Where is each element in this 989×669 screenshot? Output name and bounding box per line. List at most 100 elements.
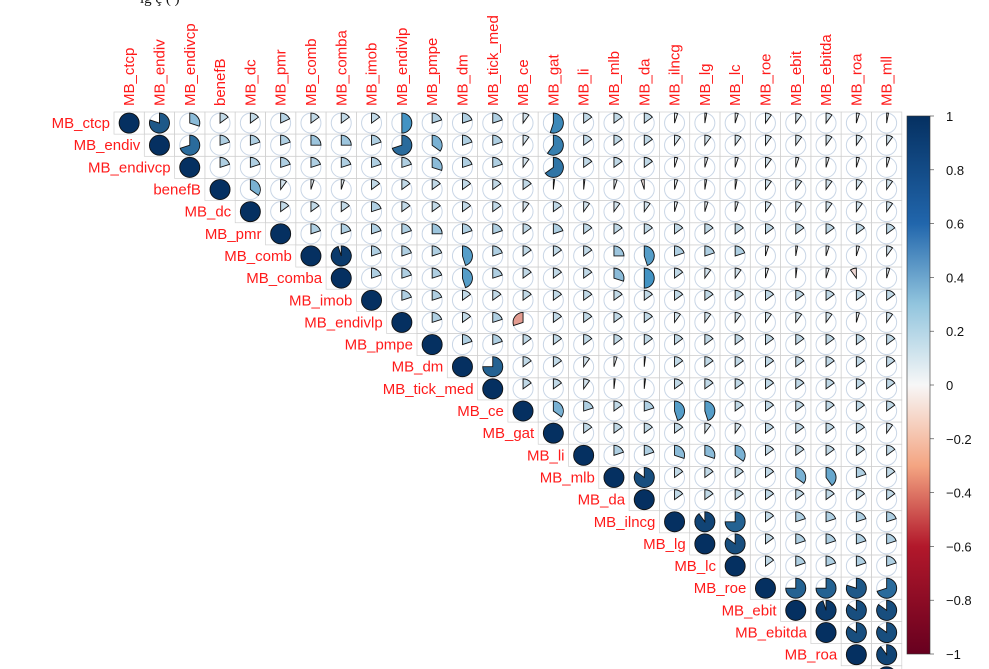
corr-pie-MB_endivcp-MB_comb <box>300 156 322 178</box>
corr-pie-MB_ebitda-MB_ebitda <box>815 622 837 644</box>
column-label: MB_tick_med <box>485 15 502 106</box>
corr-pie-MB_endiv-MB_endivcp <box>179 134 201 156</box>
corr-pie-MB_pmr-MB_pmpe <box>421 223 443 245</box>
corr-pie-MB_pmpe-MB_tick_med <box>482 334 504 356</box>
corr-pie-MB_tick_med-MB_da <box>633 378 655 400</box>
corr-pie-MB_mll-MB_mll <box>879 666 894 669</box>
corr-pie-MB_dc-MB_roa <box>845 201 867 223</box>
column-label: MB_dc <box>242 59 259 106</box>
corr-pie-MB_comba-MB_lc <box>724 267 746 289</box>
corr-pie-MB_endivcp-MB_lg <box>694 156 716 178</box>
column-label: MB_ebitda <box>818 34 835 106</box>
colorbar-tick-label: 1 <box>946 109 953 124</box>
corr-pie-MB_comba-MB_mlb <box>603 267 625 289</box>
corr-pie-MB_ebitda-MB_roa <box>845 622 867 644</box>
corr-pie-MB_li-MB_mll <box>876 444 898 466</box>
row-label: MB_roa <box>785 647 838 664</box>
row-label: MB_pmr <box>205 226 262 243</box>
corr-pie-MB_comb-MB_mlb <box>603 245 625 267</box>
corr-pie-MB_pmpe-MB_roa <box>845 334 867 356</box>
corr-pie-MB_ctcp-benefB <box>209 112 231 134</box>
corr-pie-MB_ce-MB_ebitda <box>815 400 837 422</box>
column-label: MB_comb <box>303 38 320 106</box>
corr-pie-MB_ctcp-MB_ce <box>512 112 534 134</box>
column-label: MB_ebit <box>788 50 805 106</box>
corr-pie-MB_roe-MB_roe <box>754 577 776 599</box>
corr-pie-MB_ce-MB_mll <box>876 400 898 422</box>
corr-pie-MB_dc-MB_gat <box>542 201 564 223</box>
corr-pie-MB_ctcp-MB_roa <box>845 112 867 134</box>
column-label: MB_dm <box>454 54 471 106</box>
corr-pie-MB_endivlp-MB_roe <box>754 311 776 333</box>
column-label: MB_ilncg <box>667 44 684 106</box>
corr-pie-MB_pmpe-MB_lc <box>724 334 746 356</box>
corr-pie-MB_ctcp-MB_imob <box>361 112 383 134</box>
corr-pie-MB_endiv-MB_lc <box>724 134 746 156</box>
corr-pie-MB_pmr-MB_lc <box>724 223 746 245</box>
corr-pie-MB_gat-MB_ilncg <box>664 422 686 444</box>
corr-pie-MB_endiv-MB_imob <box>361 134 383 156</box>
corr-pie-MB_comb-MB_ebitda <box>815 245 837 267</box>
colorbar-tick-label: 0.6 <box>946 217 964 232</box>
corr-pie-MB_pmr-MB_comba <box>330 223 352 245</box>
corr-pie-MB_da-MB_ilncg <box>664 489 686 511</box>
corr-pie-MB_dc-MB_dc <box>239 201 261 223</box>
corr-pie-MB_ce-MB_roa <box>845 400 867 422</box>
corr-pie-MB_endiv-MB_mll <box>876 134 898 156</box>
row-label: MB_ce <box>457 403 504 420</box>
corr-pie-MB_ctcp-MB_mll <box>876 112 898 134</box>
corr-pie-MB_comb-MB_imob <box>361 245 383 267</box>
corr-pie-MB_roa-MB_mll <box>876 644 898 666</box>
corr-pie-MB_endivlp-MB_li <box>573 311 595 333</box>
corr-pie-MB_imob-MB_ilncg <box>664 289 686 311</box>
corr-pie-MB_pmr-MB_ilncg <box>664 223 686 245</box>
corr-pie-MB_dm-MB_dm <box>451 356 473 378</box>
colorbar-tick-label: −0.4 <box>946 486 972 501</box>
corr-pie-MB_mlb-MB_roa <box>845 466 867 488</box>
corr-pie-MB_endivlp-MB_ce <box>512 311 534 333</box>
colorbar-ticks: 1 0.8 0.6 0.4 0.2 0 −0.2 −0.4 −0.6 −0.8 −1 <box>930 109 972 662</box>
corr-pie-MB_comba-MB_ilncg <box>664 267 686 289</box>
corr-pie-MB_ctcp-MB_tick_med <box>482 112 504 134</box>
corr-pie-MB_ctcp-MB_roe <box>754 112 776 134</box>
corr-pie-MB_imob-MB_mll <box>876 289 898 311</box>
corr-pie-MB_tick_med-MB_roa <box>845 378 867 400</box>
corr-pie-MB_imob-MB_lg <box>694 289 716 311</box>
corr-pie-MB_comb-MB_pmpe <box>421 245 443 267</box>
corr-pie-MB_mlb-MB_ilncg <box>664 466 686 488</box>
corr-pie-MB_comba-MB_li <box>573 267 595 289</box>
corr-pie-MB_pmpe-MB_mll <box>876 334 898 356</box>
corr-pie-MB_dc-MB_endivlp <box>391 201 413 223</box>
corr-pie-MB_ilncg-MB_ebit <box>785 511 807 533</box>
corr-pie-MB_tick_med-MB_gat <box>542 378 564 400</box>
corr-pie-MB_pmr-MB_comb <box>300 223 322 245</box>
corr-pie-MB_dm-MB_ce <box>512 356 534 378</box>
corr-pie-MB_mlb-MB_ebitda <box>815 466 837 488</box>
corr-pie-MB_endivlp-MB_lg <box>694 311 716 333</box>
corr-pie-MB_dm-MB_tick_med <box>482 356 504 378</box>
corr-pie-MB_imob-MB_tick_med <box>482 289 504 311</box>
corr-pie-MB_imob-MB_imob <box>361 289 383 311</box>
corr-pie-MB_li-MB_roe <box>754 444 776 466</box>
column-label: MB_endiv <box>151 39 168 106</box>
corr-pie-MB_comb-MB_da <box>633 245 655 267</box>
corr-pie-MB_ce-MB_lg <box>694 400 716 422</box>
corr-pie-MB_da-MB_ebitda <box>815 489 837 511</box>
corr-pie-MB_lc-MB_ebitda <box>815 555 837 577</box>
corr-pie-MB_li-MB_lg <box>694 444 716 466</box>
row-label: MB_endivlp <box>304 314 382 331</box>
corr-pie-MB_endivlp-MB_lc <box>724 311 746 333</box>
corr-pie-benefB-MB_comba <box>330 179 352 201</box>
corr-pie-MB_comb-MB_ilncg <box>664 245 686 267</box>
corr-pie-MB_tick_med-MB_mll <box>876 378 898 400</box>
corr-pie-MB_ctcp-MB_ebit <box>785 112 807 134</box>
corr-pie-benefB-MB_comb <box>300 179 322 201</box>
corr-pie-MB_comba-MB_ebit <box>785 267 807 289</box>
corr-pie-MB_comba-MB_tick_med <box>482 267 504 289</box>
corr-pie-benefB-MB_imob <box>361 179 383 201</box>
corr-pie-MB_imob-MB_da <box>633 289 655 311</box>
colorbar-tick-label: −1 <box>946 647 961 662</box>
corr-pie-MB_ctcp-MB_gat <box>542 112 564 134</box>
column-label: MB_comba <box>333 29 350 106</box>
corr-pie-MB_ce-MB_ebit <box>785 400 807 422</box>
